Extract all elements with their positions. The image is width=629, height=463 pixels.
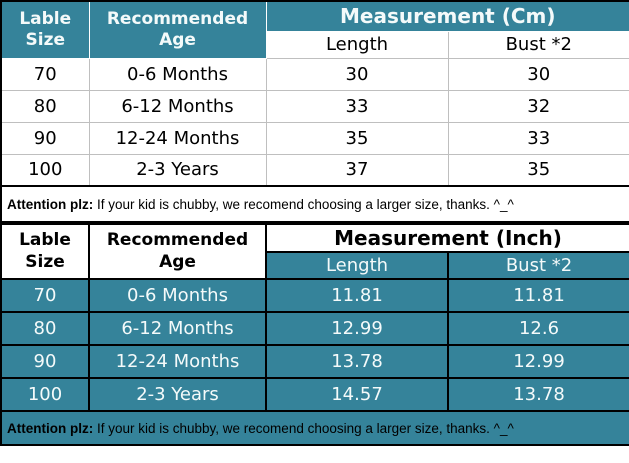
table-row: 90 12-24 Months 13.78 12.99 <box>0 344 629 379</box>
cell-length: 13.78 <box>265 344 449 379</box>
cell-bust: 32 <box>447 89 629 123</box>
cell-size: 80 <box>0 311 90 346</box>
header-measurement-inch: Measurement (Inch) <box>264 223 629 253</box>
header-recommended-age-cm: Recommended Age <box>88 0 267 59</box>
cell-length: 33 <box>265 89 449 123</box>
header-lable-size-cm: Lable Size <box>0 0 90 59</box>
cell-age: 12-24 Months <box>88 121 267 155</box>
cell-size: 70 <box>0 278 90 313</box>
size-table-cm: Lable Size Recommended Age Measurement (… <box>0 0 629 223</box>
cell-size: 70 <box>0 57 90 91</box>
cell-bust: 11.81 <box>446 278 629 313</box>
attention-label: Attention plz: <box>7 420 94 436</box>
cell-bust: 33 <box>447 121 629 155</box>
table-row: 100 2-3 Years 14.57 13.78 <box>0 377 629 412</box>
attention-row-inch: Attention plz: If your kid is chubby, we… <box>0 410 629 446</box>
attention-text: If your kid is chubby, we recomend choos… <box>93 420 514 436</box>
cell-bust: 12.99 <box>446 344 629 379</box>
cell-age: 12-24 Months <box>88 344 267 379</box>
cell-size: 100 <box>0 377 90 412</box>
table-row: 80 6-12 Months 12.99 12.6 <box>0 311 629 346</box>
cell-length: 37 <box>265 153 449 187</box>
cell-length: 30 <box>265 57 449 91</box>
header-lable-size-inch: Lable Size <box>0 223 90 280</box>
attention-text: If your kid is chubby, we recomend choos… <box>93 196 514 212</box>
attention-note-inch: Attention plz: If your kid is chubby, we… <box>0 410 629 446</box>
cell-length: 35 <box>265 121 449 155</box>
attention-note-cm: Attention plz: If your kid is chubby, we… <box>0 185 629 223</box>
cell-age: 2-3 Years <box>88 377 267 412</box>
header-row-cm: Lable Size Recommended Age Measurement (… <box>0 0 629 59</box>
cell-bust: 35 <box>447 153 629 187</box>
cell-age: 6-12 Months <box>88 311 267 346</box>
table-row: 90 12-24 Months 35 33 <box>0 121 629 155</box>
header-row-inch: Lable Size Recommended Age Measurement (… <box>0 223 629 280</box>
size-table-inch: Lable Size Recommended Age Measurement (… <box>0 223 629 446</box>
table-row: 100 2-3 Years 37 35 <box>0 153 629 187</box>
cell-size: 90 <box>0 344 90 379</box>
cell-length: 11.81 <box>265 278 449 313</box>
attention-label: Attention plz: <box>7 196 94 212</box>
table-row: 80 6-12 Months 33 32 <box>0 89 629 123</box>
header-bust-cm: Bust *2 <box>447 30 629 59</box>
attention-row-cm: Attention plz: If your kid is chubby, we… <box>0 185 629 223</box>
cell-age: 2-3 Years <box>88 153 267 187</box>
cell-size: 100 <box>0 153 90 187</box>
subheader-row-inch: Length Bust *2 <box>1 251 629 280</box>
cell-bust: 13.78 <box>446 377 629 412</box>
table-row: 70 0-6 Months 30 30 <box>0 57 629 91</box>
header-recommended-age-inch: Recommended Age <box>88 223 267 280</box>
header-bust-inch: Bust *2 <box>446 251 629 280</box>
header-measurement-cm: Measurement (Cm) <box>265 0 629 32</box>
cell-age: 0-6 Months <box>88 57 267 91</box>
cell-bust: 30 <box>447 57 629 91</box>
cell-age: 0-6 Months <box>88 278 267 313</box>
cell-age: 6-12 Months <box>88 89 267 123</box>
header-length-cm: Length <box>265 30 449 59</box>
cell-size: 80 <box>0 89 90 123</box>
cell-length: 14.57 <box>265 377 449 412</box>
table-row: 70 0-6 Months 11.81 11.81 <box>0 278 629 313</box>
cell-bust: 12.6 <box>446 311 629 346</box>
cell-length: 12.99 <box>265 311 449 346</box>
cell-size: 90 <box>0 121 90 155</box>
header-length-inch: Length <box>265 251 449 280</box>
